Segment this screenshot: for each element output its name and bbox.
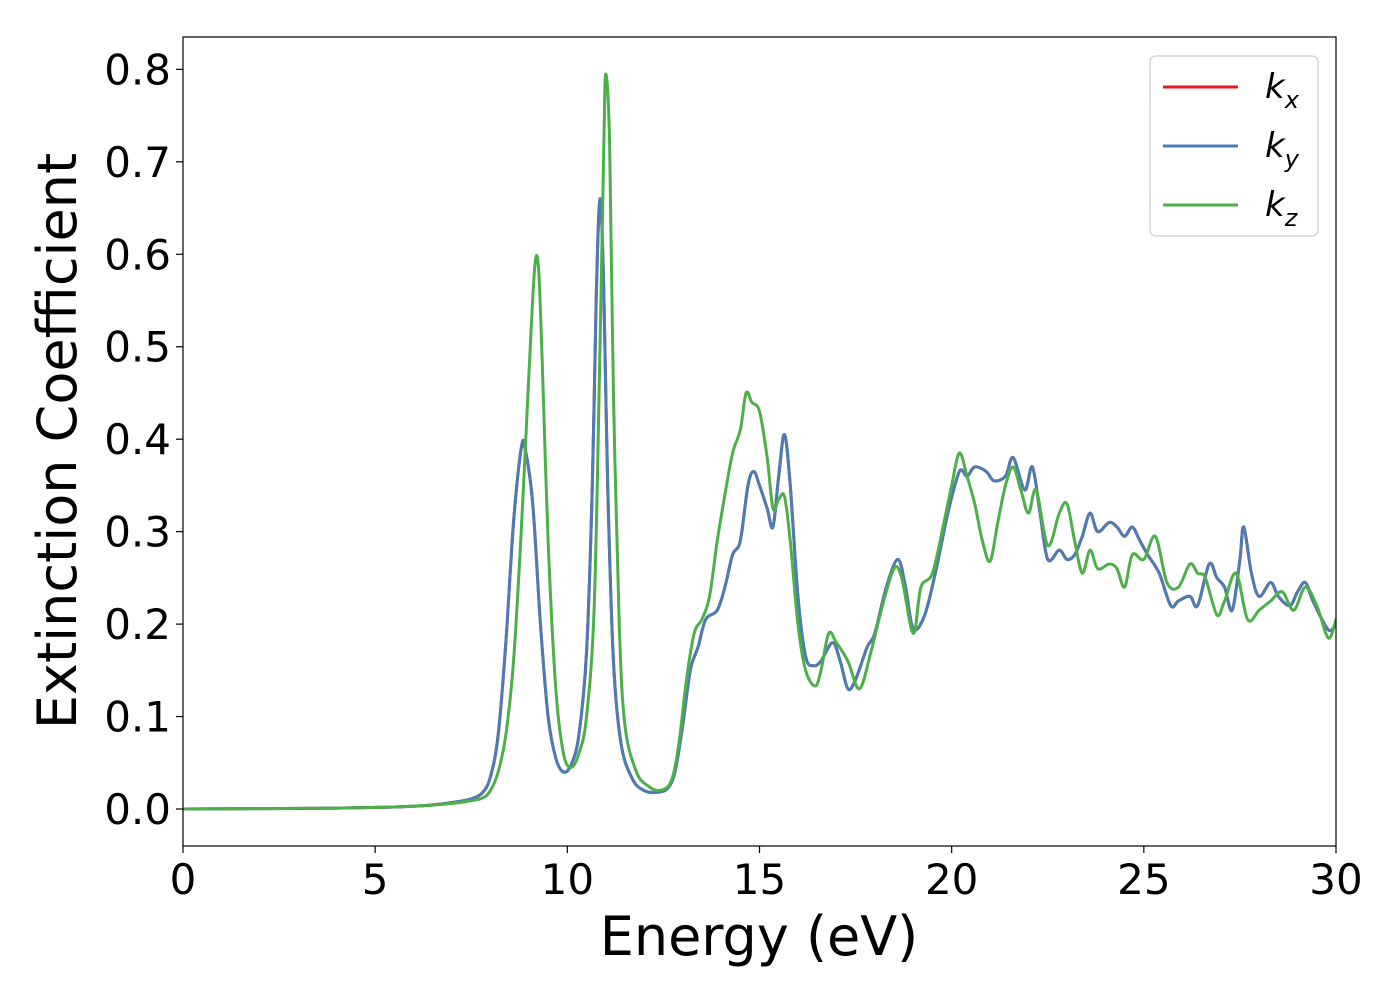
x-tick-label: 5 (362, 855, 389, 904)
series-line-x (183, 197, 1336, 811)
series-line-z (183, 72, 1336, 811)
legend-label-x: kx (1265, 67, 1300, 114)
series-line-y (183, 197, 1336, 811)
x-tick-label: 30 (1309, 855, 1362, 904)
y-tick-label: 0.4 (104, 415, 171, 464)
y-tick-label: 0.0 (104, 785, 171, 834)
x-axis: 0 5 10 15 20 25 30 (170, 846, 1363, 904)
legend: kx ky kz (1149, 55, 1319, 237)
y-tick-label: 0.2 (104, 600, 171, 649)
y-axis-label: Extinction Coefficient (26, 153, 89, 729)
x-tick-label: 25 (1117, 855, 1170, 904)
series-layer (183, 72, 1336, 811)
y-axis: 0.0 0.1 0.2 0.3 0.4 0.5 0.6 0.7 0.8 (104, 45, 183, 834)
legend-label-y: ky (1265, 126, 1300, 173)
y-tick-label: 0.3 (104, 508, 171, 557)
x-tick-label: 20 (925, 855, 978, 904)
legend-label-z: kz (1265, 185, 1299, 232)
x-tick-label: 10 (541, 855, 594, 904)
y-tick-label: 0.1 (104, 693, 171, 742)
x-axis-label: Energy (eV) (600, 905, 919, 968)
y-tick-label: 0.5 (104, 323, 171, 372)
y-tick-label: 0.6 (104, 230, 171, 279)
y-tick-label: 0.7 (104, 138, 171, 187)
y-tick-label: 0.8 (104, 45, 171, 94)
x-tick-label: 15 (733, 855, 786, 904)
x-tick-label: 0 (170, 855, 197, 904)
